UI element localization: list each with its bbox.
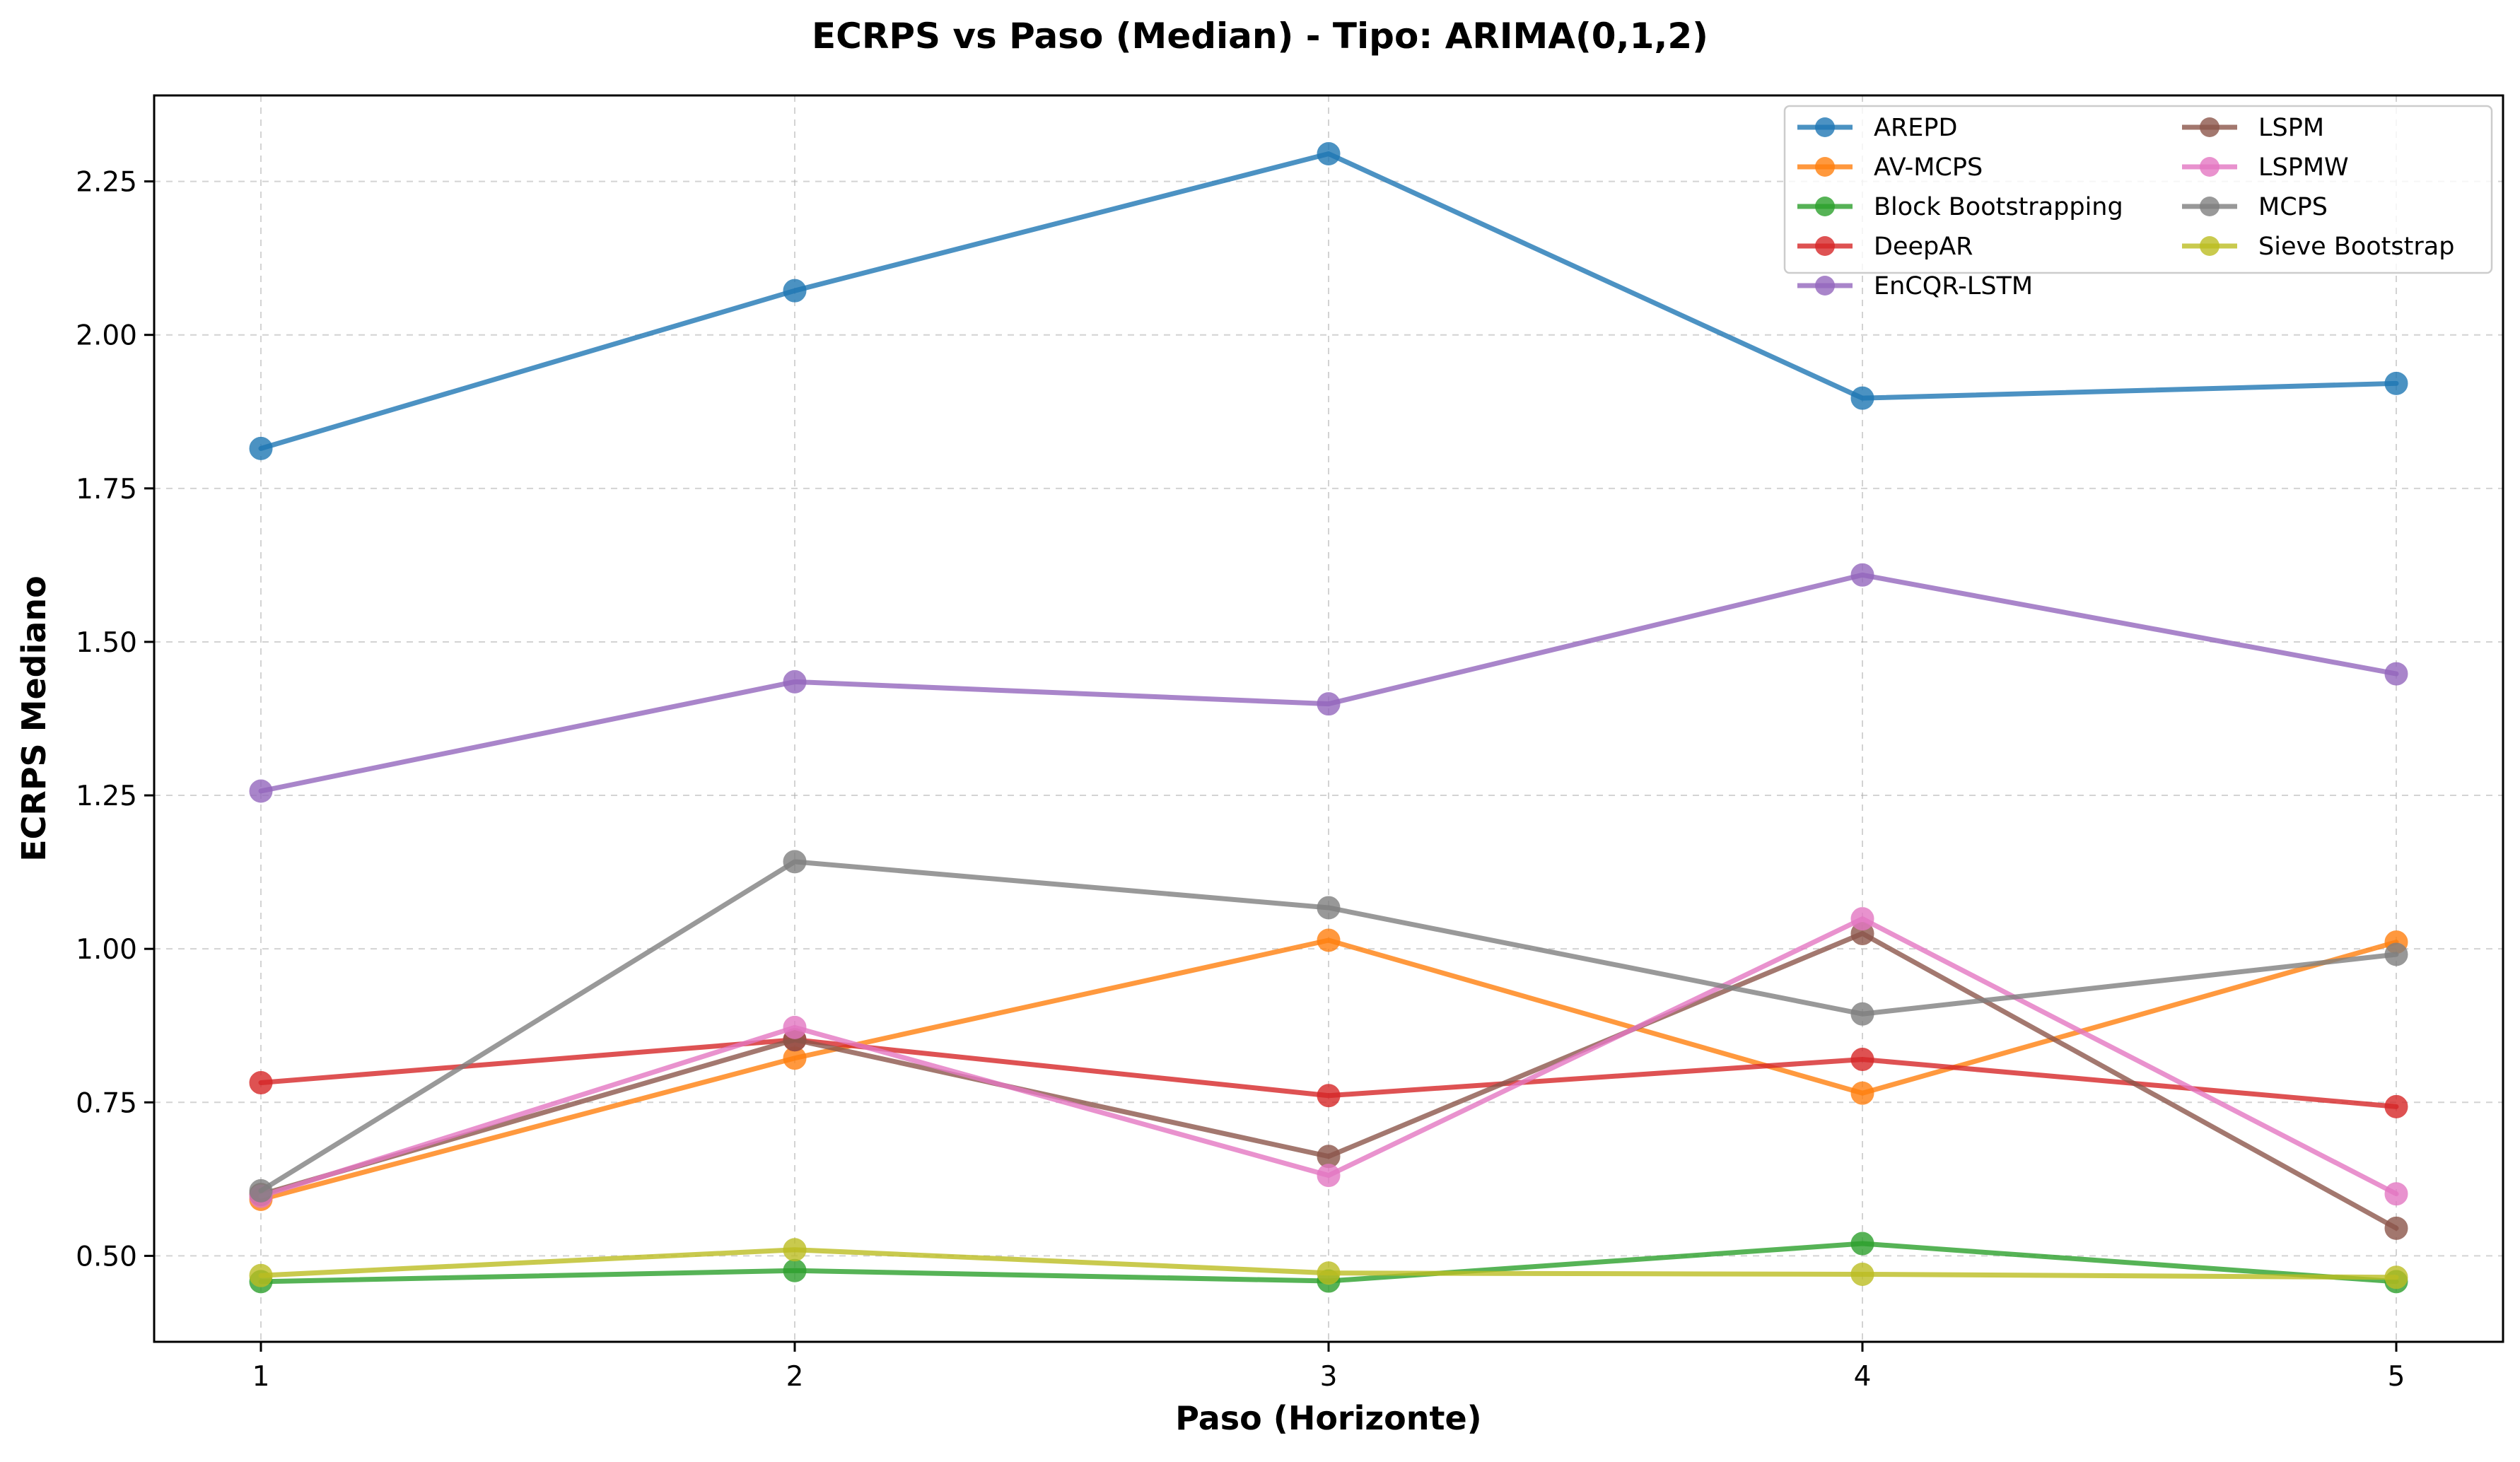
series-encqr-lstm	[249, 563, 2408, 803]
axis-ticks: 1 2 3 4 5 0.50 0.75 1.00 1.25 1.50 1.75 2.00 2.25	[76, 167, 2405, 1393]
legend-swatch-marker	[2200, 117, 2219, 137]
data-point	[1850, 1232, 1874, 1256]
legend-item-lspm: LSPM	[2182, 114, 2324, 142]
data-point	[249, 1179, 273, 1203]
data-point	[1850, 1048, 1874, 1072]
legend-label: DeepAR	[1874, 233, 1973, 261]
legend-item-av-mcps: AV-MCPS	[1797, 153, 1983, 182]
y-tick-label: 1.25	[76, 780, 137, 812]
y-axis-label: ECRPS Mediano	[15, 575, 53, 862]
legend-swatch-marker	[1815, 117, 1835, 137]
series-mcps	[249, 850, 2408, 1203]
data-point	[2384, 1094, 2408, 1118]
data-point	[783, 850, 807, 874]
x-tick-label: 4	[1854, 1361, 1872, 1393]
legend-swatch-marker	[1815, 236, 1835, 256]
legend-item-deepar: DeepAR	[1797, 233, 1973, 261]
data-point	[249, 436, 273, 460]
grid-lines	[154, 95, 2503, 1342]
x-tick-label: 5	[2388, 1361, 2405, 1393]
data-point	[1850, 1002, 1874, 1026]
data-point	[2384, 1182, 2408, 1206]
data-point	[249, 779, 273, 803]
data-point	[2384, 1216, 2408, 1240]
data-point	[1850, 563, 1874, 587]
data-point	[1317, 1261, 1341, 1285]
y-tick-label: 0.75	[76, 1087, 137, 1119]
legend-swatch-marker	[2200, 157, 2219, 177]
series-lspm	[249, 921, 2408, 1240]
legend-frame	[1783, 105, 2493, 274]
data-point	[2384, 942, 2408, 966]
legend-item-arepd: AREPD	[1797, 114, 1957, 142]
x-tick-label: 1	[252, 1361, 270, 1393]
data-point	[1317, 692, 1341, 716]
data-point	[1317, 928, 1341, 952]
data-point	[1317, 1084, 1341, 1108]
data-point	[783, 669, 807, 694]
data-point	[2384, 662, 2408, 686]
legend-label: MCPS	[2258, 193, 2328, 221]
y-tick-label: 2.25	[76, 167, 137, 199]
data-point	[1317, 1164, 1341, 1188]
legend-swatch-marker	[2200, 236, 2219, 256]
data-point	[783, 1238, 807, 1262]
legend-item-encqr-lstm: EnCQR-LSTM	[1797, 272, 2033, 300]
data-point	[2384, 1265, 2408, 1290]
legend-label: AV-MCPS	[1874, 153, 1983, 182]
legend-label: Block Bootstrapping	[1874, 193, 2123, 221]
data-point	[1850, 907, 1874, 931]
legend-label: EnCQR-LSTM	[1874, 272, 2033, 300]
data-point	[783, 1258, 807, 1282]
legend-swatch-marker	[1815, 276, 1835, 296]
legend-item-lspmw: LSPMW	[2182, 153, 2349, 182]
legend-item-sieve-bootstrap: Sieve Bootstrap	[2182, 233, 2454, 261]
x-tick-label: 3	[1320, 1361, 1338, 1393]
y-tick-label: 1.50	[76, 627, 137, 659]
data-point	[2384, 371, 2408, 395]
legend-label: LSPM	[2258, 114, 2324, 142]
data-point	[249, 1263, 273, 1287]
data-point	[783, 279, 807, 303]
legend-label: AREPD	[1874, 114, 1957, 142]
series-sieve-bootstrap	[249, 1238, 2408, 1290]
data-point	[1317, 142, 1341, 166]
legend-item-block-bootstrapping: Block Bootstrapping	[1797, 193, 2123, 221]
series-layer	[249, 142, 2408, 1294]
data-point	[249, 1071, 273, 1095]
y-tick-label: 0.50	[76, 1241, 137, 1273]
legend-swatch-marker	[2200, 197, 2219, 216]
legend-label: Sieve Bootstrap	[2258, 233, 2454, 261]
y-tick-label: 2.00	[76, 320, 137, 352]
x-axis-label: Paso (Horizonte)	[1175, 1399, 1481, 1437]
series-arepd	[249, 142, 2408, 460]
data-point	[783, 1015, 807, 1039]
chart-legend: AREPD AV-MCPS Block Bootstrapping DeepAR EnC…	[1783, 105, 2493, 300]
y-tick-label: 1.00	[76, 934, 137, 966]
chart-title: ECRPS vs Paso (Median) - Tipo: ARIMA(0,1…	[812, 16, 1708, 57]
data-point	[1317, 896, 1341, 920]
x-tick-label: 2	[786, 1361, 804, 1393]
data-point	[1850, 1262, 1874, 1286]
legend-swatch-marker	[1815, 157, 1835, 177]
data-point	[1850, 1081, 1874, 1105]
data-point	[1850, 386, 1874, 410]
legend-label: LSPMW	[2258, 153, 2349, 182]
legend-item-mcps: MCPS	[2182, 193, 2328, 221]
y-tick-label: 1.75	[76, 474, 137, 505]
legend-swatch-marker	[1815, 197, 1835, 216]
